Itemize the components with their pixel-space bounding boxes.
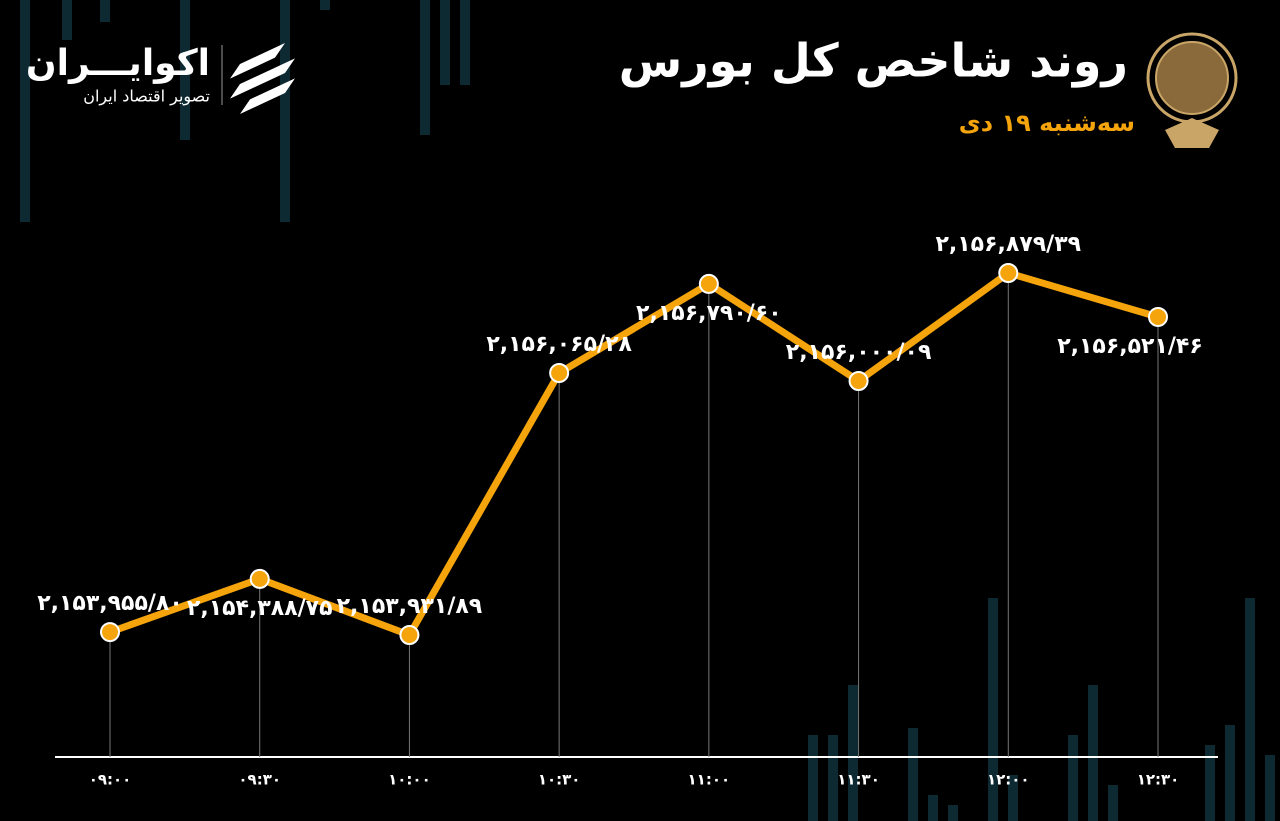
x-tick-label: ۰۹:۳۰	[238, 771, 281, 789]
value-label: ۲,۱۵۳,۹۵۵/۸۰	[37, 591, 183, 616]
decor-bars	[20, 0, 1275, 821]
value-label: ۲,۱۵۴,۳۸۸/۷۵	[187, 596, 333, 621]
x-tick-label: ۱۱:۳۰	[837, 771, 880, 789]
value-label: ۲,۱۵۳,۹۳۱/۸۹	[337, 594, 483, 619]
value-label: ۲,۱۵۶,۵۲۱/۴۶	[1057, 334, 1203, 359]
x-tick-label: ۱۲:۰۰	[987, 771, 1030, 789]
point	[698, 273, 719, 294]
point	[848, 370, 869, 391]
point	[399, 625, 420, 645]
chart-title: روند شاخص کل بورس	[619, 34, 1128, 88]
value-label: ۲,۱۵۶,۷۹۰/۶۰	[636, 301, 782, 326]
chart-subtitle: سه‌شنبه ۱۹ دی	[959, 109, 1135, 137]
point	[249, 568, 270, 589]
point	[998, 263, 1019, 283]
x-tick-label: ۰۹:۰۰	[89, 771, 132, 789]
line	[108, 269, 1159, 639]
point	[1148, 306, 1168, 327]
x-tick-label: ۱۰:۳۰	[538, 771, 581, 789]
brand-name: اکوایـــران	[26, 43, 210, 84]
value-label: ۲,۱۵۶,۸۷۹/۳۹	[935, 232, 1081, 257]
point	[100, 622, 120, 643]
x-tick-label: ۱۰:۰۰	[388, 771, 431, 789]
logo	[221, 32, 1238, 148]
x-tick-label: ۱۱:۰۰	[688, 771, 731, 789]
value-label: ۲,۱۵۶,۰۶۵/۲۸	[486, 332, 632, 357]
brand-tagline: تصویر اقتصاد ایران	[83, 87, 210, 107]
x-tick-label: ۱۲:۳۰	[1137, 771, 1180, 789]
value-label: ۲,۱۵۶,۰۰۰/۰۹	[786, 340, 932, 365]
point	[549, 362, 570, 383]
